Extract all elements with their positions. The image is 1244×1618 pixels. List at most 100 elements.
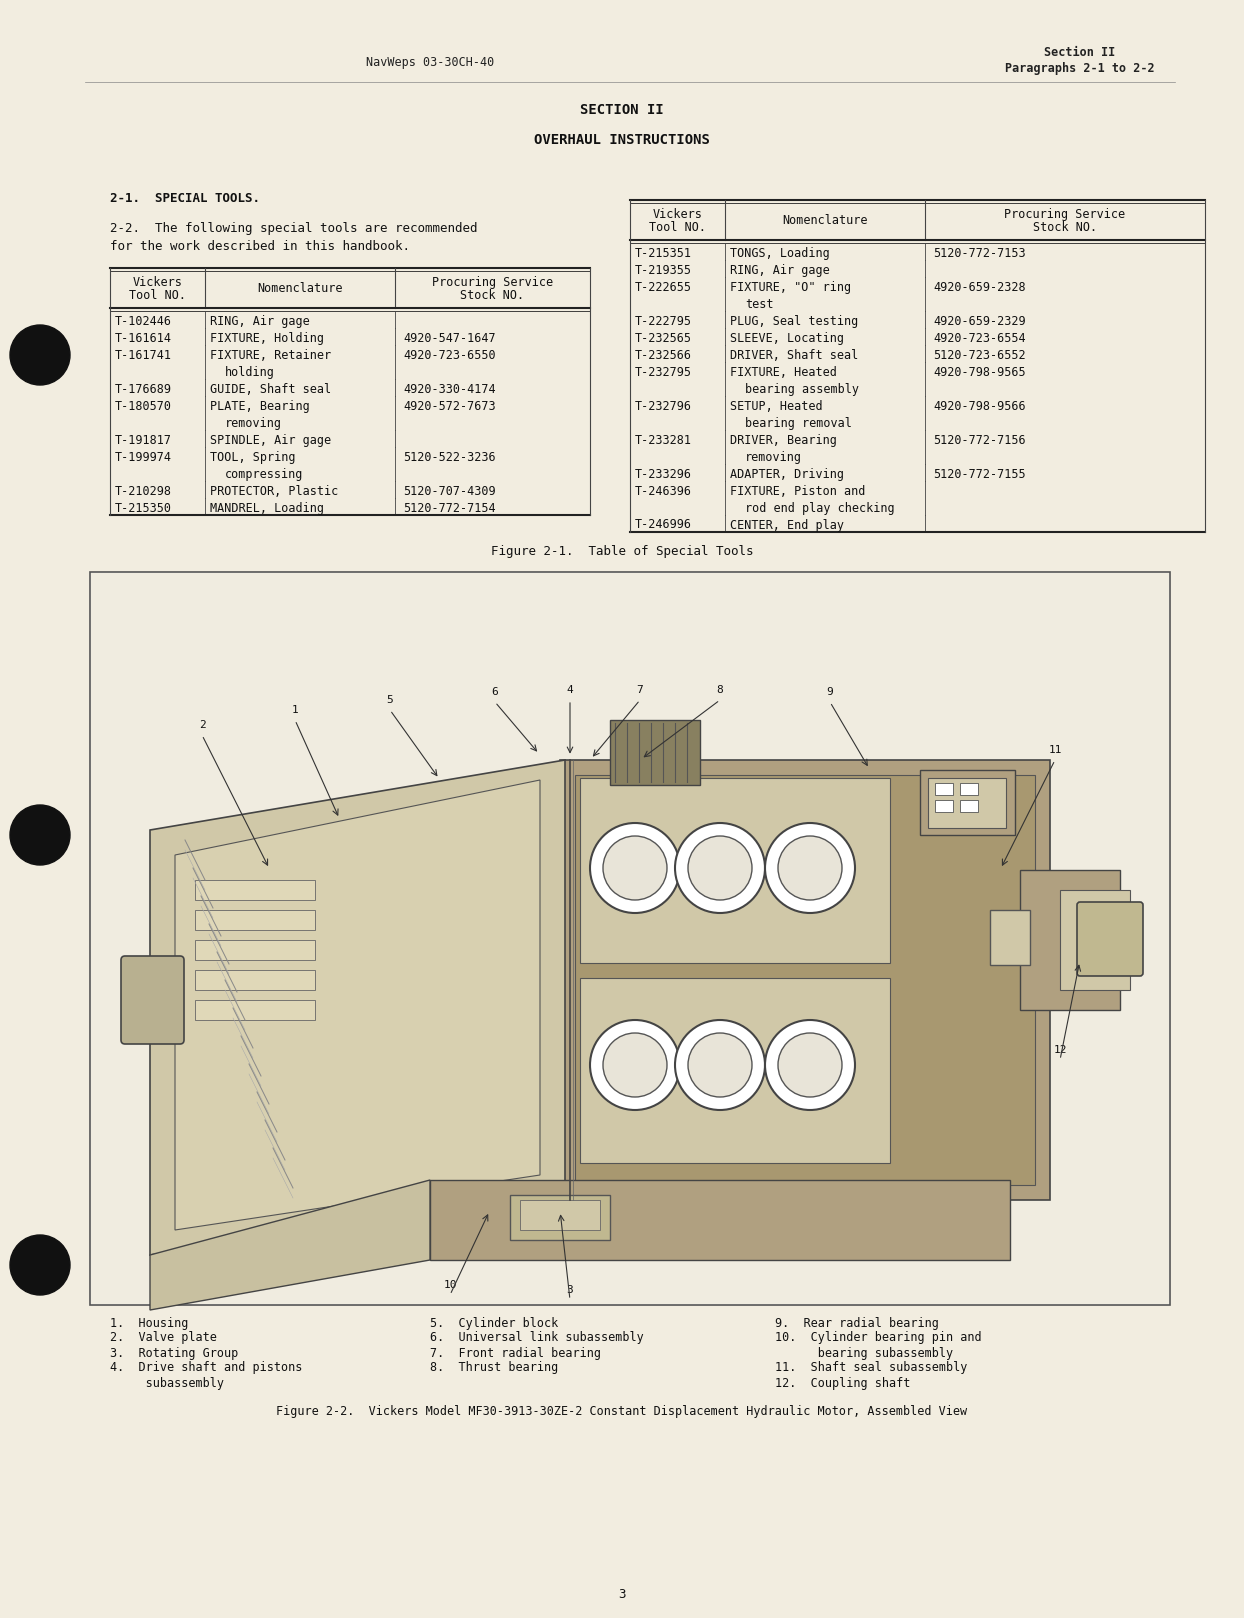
- Circle shape: [10, 1235, 70, 1294]
- Text: TOOL, Spring: TOOL, Spring: [210, 450, 296, 463]
- Text: T-215350: T-215350: [114, 502, 172, 515]
- Text: 8.  Thrust bearing: 8. Thrust bearing: [430, 1361, 559, 1375]
- FancyBboxPatch shape: [1077, 901, 1143, 976]
- Text: 7.  Front radial bearing: 7. Front radial bearing: [430, 1346, 601, 1359]
- Text: compressing: compressing: [225, 468, 304, 481]
- Text: bearing assembly: bearing assembly: [745, 382, 860, 395]
- Bar: [560, 760, 1050, 1201]
- Text: 2.  Valve plate: 2. Valve plate: [109, 1332, 216, 1345]
- Text: RING, Air gage: RING, Air gage: [730, 264, 830, 277]
- Text: Figure 2-1.  Table of Special Tools: Figure 2-1. Table of Special Tools: [490, 545, 754, 558]
- Text: MANDREL, Loading: MANDREL, Loading: [210, 502, 323, 515]
- Text: 3: 3: [618, 1589, 626, 1602]
- Text: T-233296: T-233296: [634, 468, 692, 481]
- Text: T-232566: T-232566: [634, 348, 692, 361]
- Text: T-215351: T-215351: [634, 246, 692, 259]
- Text: T-222655: T-222655: [634, 280, 692, 293]
- Text: T-222795: T-222795: [634, 314, 692, 327]
- Text: 2: 2: [199, 720, 205, 730]
- Text: PROTECTOR, Plastic: PROTECTOR, Plastic: [210, 484, 338, 497]
- Circle shape: [765, 1019, 855, 1110]
- Bar: [928, 778, 1006, 828]
- Text: GUIDE, Shaft seal: GUIDE, Shaft seal: [210, 382, 331, 395]
- Text: 6: 6: [491, 688, 499, 697]
- Bar: [575, 775, 1035, 1184]
- Circle shape: [688, 1032, 753, 1097]
- Text: T-161741: T-161741: [114, 348, 172, 361]
- Text: 11: 11: [1049, 744, 1061, 756]
- Text: T-199974: T-199974: [114, 450, 172, 463]
- Text: 8: 8: [717, 684, 723, 696]
- Text: removing: removing: [225, 416, 282, 429]
- Text: T-219355: T-219355: [634, 264, 692, 277]
- Text: 12: 12: [1054, 1045, 1067, 1055]
- Text: Nomenclature: Nomenclature: [258, 282, 343, 294]
- Bar: [195, 1000, 315, 1019]
- Text: T-161614: T-161614: [114, 332, 172, 345]
- Circle shape: [778, 1032, 842, 1097]
- Bar: [960, 799, 978, 812]
- Text: 5120-772-7155: 5120-772-7155: [933, 468, 1025, 481]
- Circle shape: [590, 824, 680, 913]
- Polygon shape: [175, 780, 540, 1230]
- Text: test: test: [745, 298, 774, 311]
- Text: Stock NO.: Stock NO.: [460, 288, 525, 301]
- Polygon shape: [151, 760, 565, 1256]
- Bar: [520, 1201, 600, 1230]
- Text: CENTER, End play: CENTER, End play: [730, 518, 843, 531]
- Text: T-246396: T-246396: [634, 484, 692, 497]
- Text: NavWeps 03-30CH-40: NavWeps 03-30CH-40: [366, 55, 494, 68]
- Text: 2-1.  SPECIAL TOOLS.: 2-1. SPECIAL TOOLS.: [109, 191, 260, 204]
- Text: Figure 2-2.  Vickers Model MF30-3913-30ZE-2 Constant Displacement Hydraulic Moto: Figure 2-2. Vickers Model MF30-3913-30ZE…: [276, 1406, 968, 1419]
- Bar: [510, 1196, 610, 1239]
- Text: 4920-547-1647: 4920-547-1647: [403, 332, 495, 345]
- Text: FIXTURE, Heated: FIXTURE, Heated: [730, 366, 837, 379]
- Bar: [195, 971, 315, 990]
- Text: PLUG, Seal testing: PLUG, Seal testing: [730, 314, 858, 327]
- Circle shape: [688, 837, 753, 900]
- Circle shape: [675, 824, 765, 913]
- Text: DRIVER, Shaft seal: DRIVER, Shaft seal: [730, 348, 858, 361]
- Bar: [90, 573, 1171, 1306]
- Text: 7: 7: [637, 684, 643, 696]
- Text: 5120-772-7153: 5120-772-7153: [933, 246, 1025, 259]
- Text: T-102446: T-102446: [114, 314, 172, 327]
- Text: SPINDLE, Air gage: SPINDLE, Air gage: [210, 434, 331, 447]
- Text: 4920-659-2328: 4920-659-2328: [933, 280, 1025, 293]
- Bar: [1020, 870, 1120, 1010]
- Text: 11.  Shaft seal subassembly: 11. Shaft seal subassembly: [775, 1361, 968, 1375]
- Text: 4920-330-4174: 4920-330-4174: [403, 382, 495, 395]
- Text: SLEEVE, Locating: SLEEVE, Locating: [730, 332, 843, 345]
- Text: 12.  Coupling shaft: 12. Coupling shaft: [775, 1377, 911, 1390]
- Text: bearing subassembly: bearing subassembly: [775, 1346, 953, 1359]
- Text: 3.  Rotating Group: 3. Rotating Group: [109, 1346, 239, 1359]
- Text: 4920-723-6550: 4920-723-6550: [403, 348, 495, 361]
- Text: T-191817: T-191817: [114, 434, 172, 447]
- Circle shape: [590, 1019, 680, 1110]
- Text: rod end play checking: rod end play checking: [745, 502, 894, 515]
- Text: 1: 1: [291, 705, 299, 715]
- Text: Section II: Section II: [1045, 45, 1116, 58]
- Text: 3: 3: [566, 1285, 573, 1294]
- Text: DRIVER, Bearing: DRIVER, Bearing: [730, 434, 837, 447]
- Bar: [990, 909, 1030, 964]
- Text: SETUP, Heated: SETUP, Heated: [730, 400, 822, 413]
- Text: PLATE, Bearing: PLATE, Bearing: [210, 400, 310, 413]
- Bar: [195, 880, 315, 900]
- Text: 4920-572-7673: 4920-572-7673: [403, 400, 495, 413]
- Text: 5.  Cylinder block: 5. Cylinder block: [430, 1317, 559, 1330]
- Text: holding: holding: [225, 366, 275, 379]
- Text: 5120-522-3236: 5120-522-3236: [403, 450, 495, 463]
- Text: subassembly: subassembly: [109, 1377, 224, 1390]
- Text: 4920-723-6554: 4920-723-6554: [933, 332, 1025, 345]
- Text: T-246996: T-246996: [634, 518, 692, 531]
- Text: SECTION II: SECTION II: [580, 104, 664, 116]
- Bar: [91, 573, 1169, 1304]
- Text: 5: 5: [387, 696, 393, 705]
- Text: 5120-723-6552: 5120-723-6552: [933, 348, 1025, 361]
- FancyBboxPatch shape: [121, 956, 184, 1044]
- Text: FIXTURE, Piston and: FIXTURE, Piston and: [730, 484, 866, 497]
- Circle shape: [10, 806, 70, 866]
- Text: FIXTURE, Retainer: FIXTURE, Retainer: [210, 348, 331, 361]
- Circle shape: [778, 837, 842, 900]
